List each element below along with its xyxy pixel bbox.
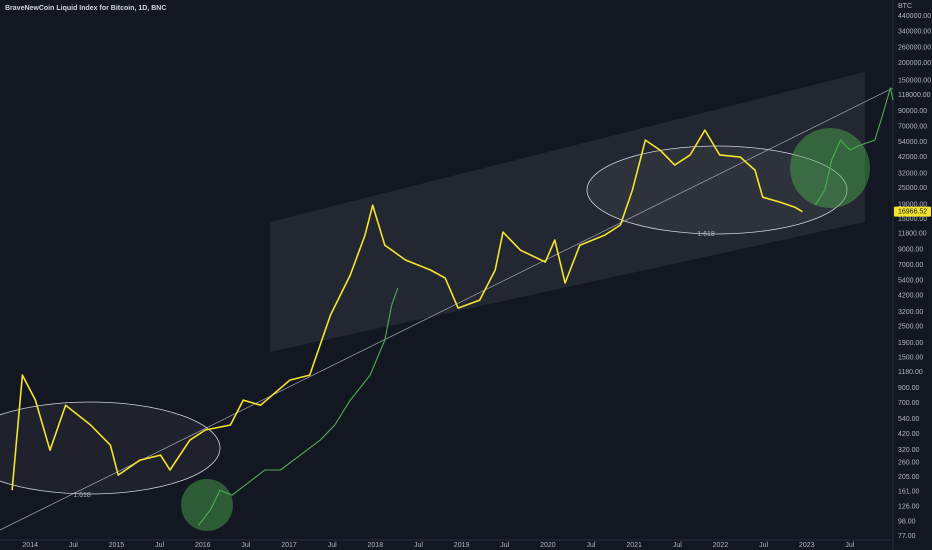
y-tick-label: 25000.00: [898, 185, 927, 192]
last-price-label: 16966.52: [898, 209, 927, 216]
y-tick-label: 540.00: [898, 416, 920, 423]
x-tick-label: Jul: [328, 542, 337, 549]
x-tick-label: 2018: [368, 542, 384, 549]
y-tick-label: 4200.00: [898, 292, 923, 299]
x-tick-label: 2023: [799, 542, 815, 549]
x-tick-label: 2016: [195, 542, 211, 549]
price-line: [11, 129, 803, 491]
y-tick-label: 90000.00: [898, 108, 927, 115]
x-tick-label: Jul: [414, 542, 423, 549]
y-tick-label: 32000.00: [898, 170, 927, 177]
y-tick-label: 260000.00: [898, 44, 931, 51]
ellipse: [586, 145, 848, 235]
annotation: 1.618: [697, 231, 715, 238]
annotation: 1.618: [73, 492, 91, 499]
y-tick-label: 7000.00: [898, 262, 923, 269]
y-tick-label: 118000.00: [898, 92, 931, 99]
y-tick-label: 2500.00: [898, 324, 923, 331]
price-line: [814, 87, 894, 206]
price-line: [197, 287, 399, 526]
last-price-box: [894, 206, 931, 217]
x-tick-label: Jul: [155, 542, 164, 549]
y-tick-label: 9000.00: [898, 247, 923, 254]
y-tick-label: 54000.00: [898, 139, 927, 146]
x-tick-label: 2014: [22, 542, 38, 549]
x-tick-label: Jul: [759, 542, 768, 549]
trend-line: [0, 87, 894, 531]
y-tick-label: 126.00: [898, 503, 920, 510]
y-tick-label: 98.00: [898, 518, 916, 525]
y-tick-label: 1180.00: [898, 369, 923, 376]
x-tick-label: Jul: [845, 542, 854, 549]
x-tick-label: 2017: [281, 542, 297, 549]
y-tick-label: 700.00: [898, 400, 920, 407]
y-tick-label: 77.00: [898, 533, 916, 540]
highlight-circle: [181, 479, 233, 531]
x-tick-label: 2019: [454, 542, 470, 549]
y-tick-label: 200000.00: [898, 60, 931, 67]
chart-title: BraveNewCoin Liquid Index for Bitcoin, 1…: [5, 5, 166, 12]
x-tick-label: 2015: [109, 542, 125, 549]
x-tick-label: Jul: [69, 542, 78, 549]
y-tick-label: 42000.00: [898, 154, 927, 161]
channel: [270, 72, 865, 352]
y-tick-label: 150000.00: [898, 78, 931, 85]
y-tick-label: 205.00: [898, 474, 920, 481]
y-tick-label: 161.00: [898, 489, 920, 496]
x-tick-label: 2021: [626, 542, 642, 549]
x-tick-label: 2022: [713, 542, 729, 549]
x-tick-label: Jul: [587, 542, 596, 549]
x-tick-label: Jul: [500, 542, 509, 549]
ellipse: [0, 401, 221, 495]
y-tick-label: 1900.00: [898, 340, 923, 347]
y-tick-label: 340000.00: [898, 28, 931, 35]
y-tick-label: 320.00: [898, 447, 920, 454]
x-tick-label: Jul: [241, 542, 250, 549]
y-axis-label: BTC: [898, 3, 912, 10]
y-tick-label: 5400.00: [898, 277, 923, 284]
y-tick-label: 1500.00: [898, 354, 923, 361]
y-tick-label: 260.00: [898, 460, 920, 467]
y-tick-label: 3200.00: [898, 309, 923, 316]
y-tick-label: 15000.00: [898, 216, 927, 223]
y-tick-label: 11800.00: [898, 230, 927, 237]
y-tick-label: 900.00: [898, 385, 920, 392]
x-tick-label: 2020: [540, 542, 556, 549]
y-tick-label: 440000.00: [898, 13, 931, 20]
y-tick-label: 19000.00: [898, 202, 927, 209]
y-tick-label: 70000.00: [898, 123, 927, 130]
x-tick-label: Jul: [673, 542, 682, 549]
y-tick-label: 420.00: [898, 431, 920, 438]
